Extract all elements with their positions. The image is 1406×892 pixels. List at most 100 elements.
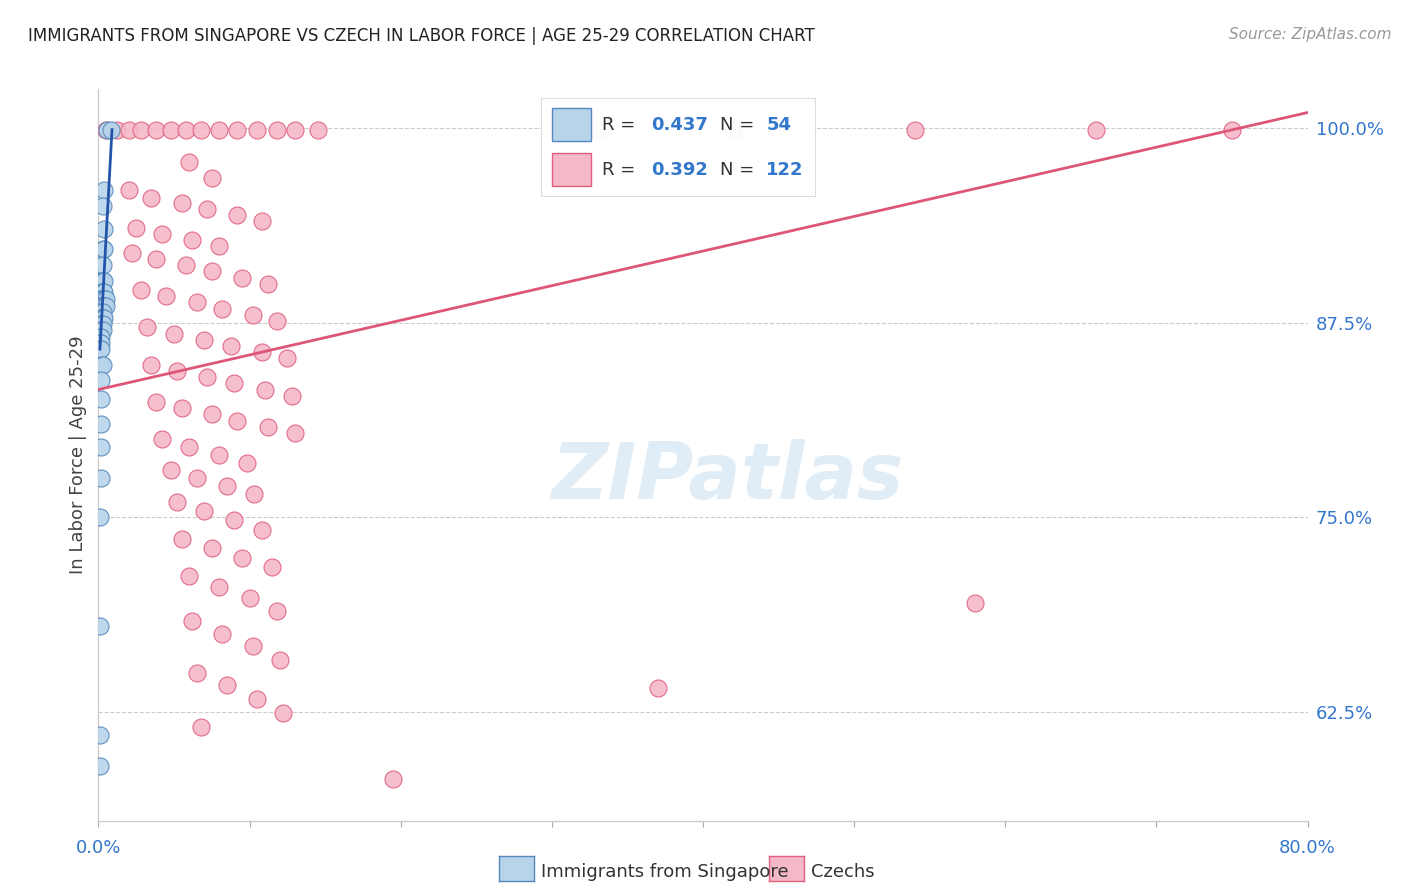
Point [284,122,307,136]
Point [201,264,224,278]
Point [90,392,112,406]
Point [90,304,112,318]
Point [281,389,304,403]
Point [91,243,114,257]
Text: R =: R = [602,161,641,178]
Text: IMMIGRANTS FROM SINGAPORE VS CZECH IN LABOR FORCE | AGE 25-29 CORRELATION CHART: IMMIGRANTS FROM SINGAPORE VS CZECH IN LA… [28,27,815,45]
Point [177,440,201,454]
Point [242,640,264,654]
Point [242,308,264,322]
Point [91,358,114,372]
Point [160,122,183,136]
Point [276,351,298,366]
Text: R =: R = [602,116,641,134]
Point [170,532,193,546]
Text: 80.0%: 80.0% [1279,839,1336,857]
Text: 0.0%: 0.0% [76,839,121,857]
Point [307,122,329,136]
Point [89,323,111,337]
Point [211,627,233,641]
Point [90,310,112,325]
Point [91,199,114,213]
Point [89,342,111,356]
Point [145,252,167,266]
Point [89,759,111,773]
Point [174,122,197,136]
Point [93,183,115,197]
Point [150,227,173,241]
Point [89,299,111,313]
Point [91,304,114,318]
Point [174,258,197,272]
Y-axis label: In Labor Force | Age 25-29: In Labor Force | Age 25-29 [69,335,87,574]
Point [90,358,112,372]
Text: Source: ZipAtlas.com: Source: ZipAtlas.com [1229,27,1392,42]
Text: N =: N = [720,116,759,134]
Point [91,317,114,331]
Point [190,720,212,734]
Point [226,414,249,428]
Text: 0.392: 0.392 [651,161,707,178]
Point [93,274,115,288]
Point [170,195,193,210]
Point [145,122,167,136]
Point [93,243,115,257]
Point [1220,122,1243,136]
Point [89,329,111,343]
Point [239,591,262,606]
Point [208,580,231,594]
Point [965,596,987,610]
Point [226,122,249,136]
Point [105,122,128,136]
Point [93,310,115,325]
Point [250,523,273,537]
Point [181,233,204,247]
Point [266,122,288,136]
Point [647,681,669,696]
Point [256,420,278,434]
Point [215,479,238,493]
Point [94,299,117,313]
Point [256,277,278,291]
Text: Immigrants from Singapore: Immigrants from Singapore [541,863,789,881]
Point [94,293,117,307]
Point [586,122,609,136]
Point [163,326,186,341]
Point [90,342,112,356]
Point [224,513,246,527]
Point [224,376,246,391]
Point [90,274,112,288]
Point [201,408,224,422]
Point [201,541,224,556]
Point [231,550,253,565]
Point [246,122,269,136]
Point [186,471,208,485]
Point [201,170,224,185]
Point [129,283,152,297]
Bar [553,108,591,141]
Point [226,208,249,222]
Point [90,471,112,485]
Text: Czechs: Czechs [811,863,875,881]
Point [193,333,215,347]
Point [166,494,188,508]
Point [100,122,122,136]
Point [90,335,112,350]
Point [89,293,111,307]
Point [150,433,173,447]
Point [284,426,307,441]
Point [89,304,111,318]
Point [90,417,112,431]
Text: 0.437: 0.437 [651,116,707,134]
Point [90,285,112,299]
Point [208,122,231,136]
Point [91,258,114,272]
Point [243,487,266,501]
Point [195,202,218,216]
Point [271,706,294,721]
Point [235,456,257,470]
Point [118,122,141,136]
Point [89,728,111,742]
Point [221,339,243,353]
Text: ZIPatlas: ZIPatlas [551,439,903,515]
